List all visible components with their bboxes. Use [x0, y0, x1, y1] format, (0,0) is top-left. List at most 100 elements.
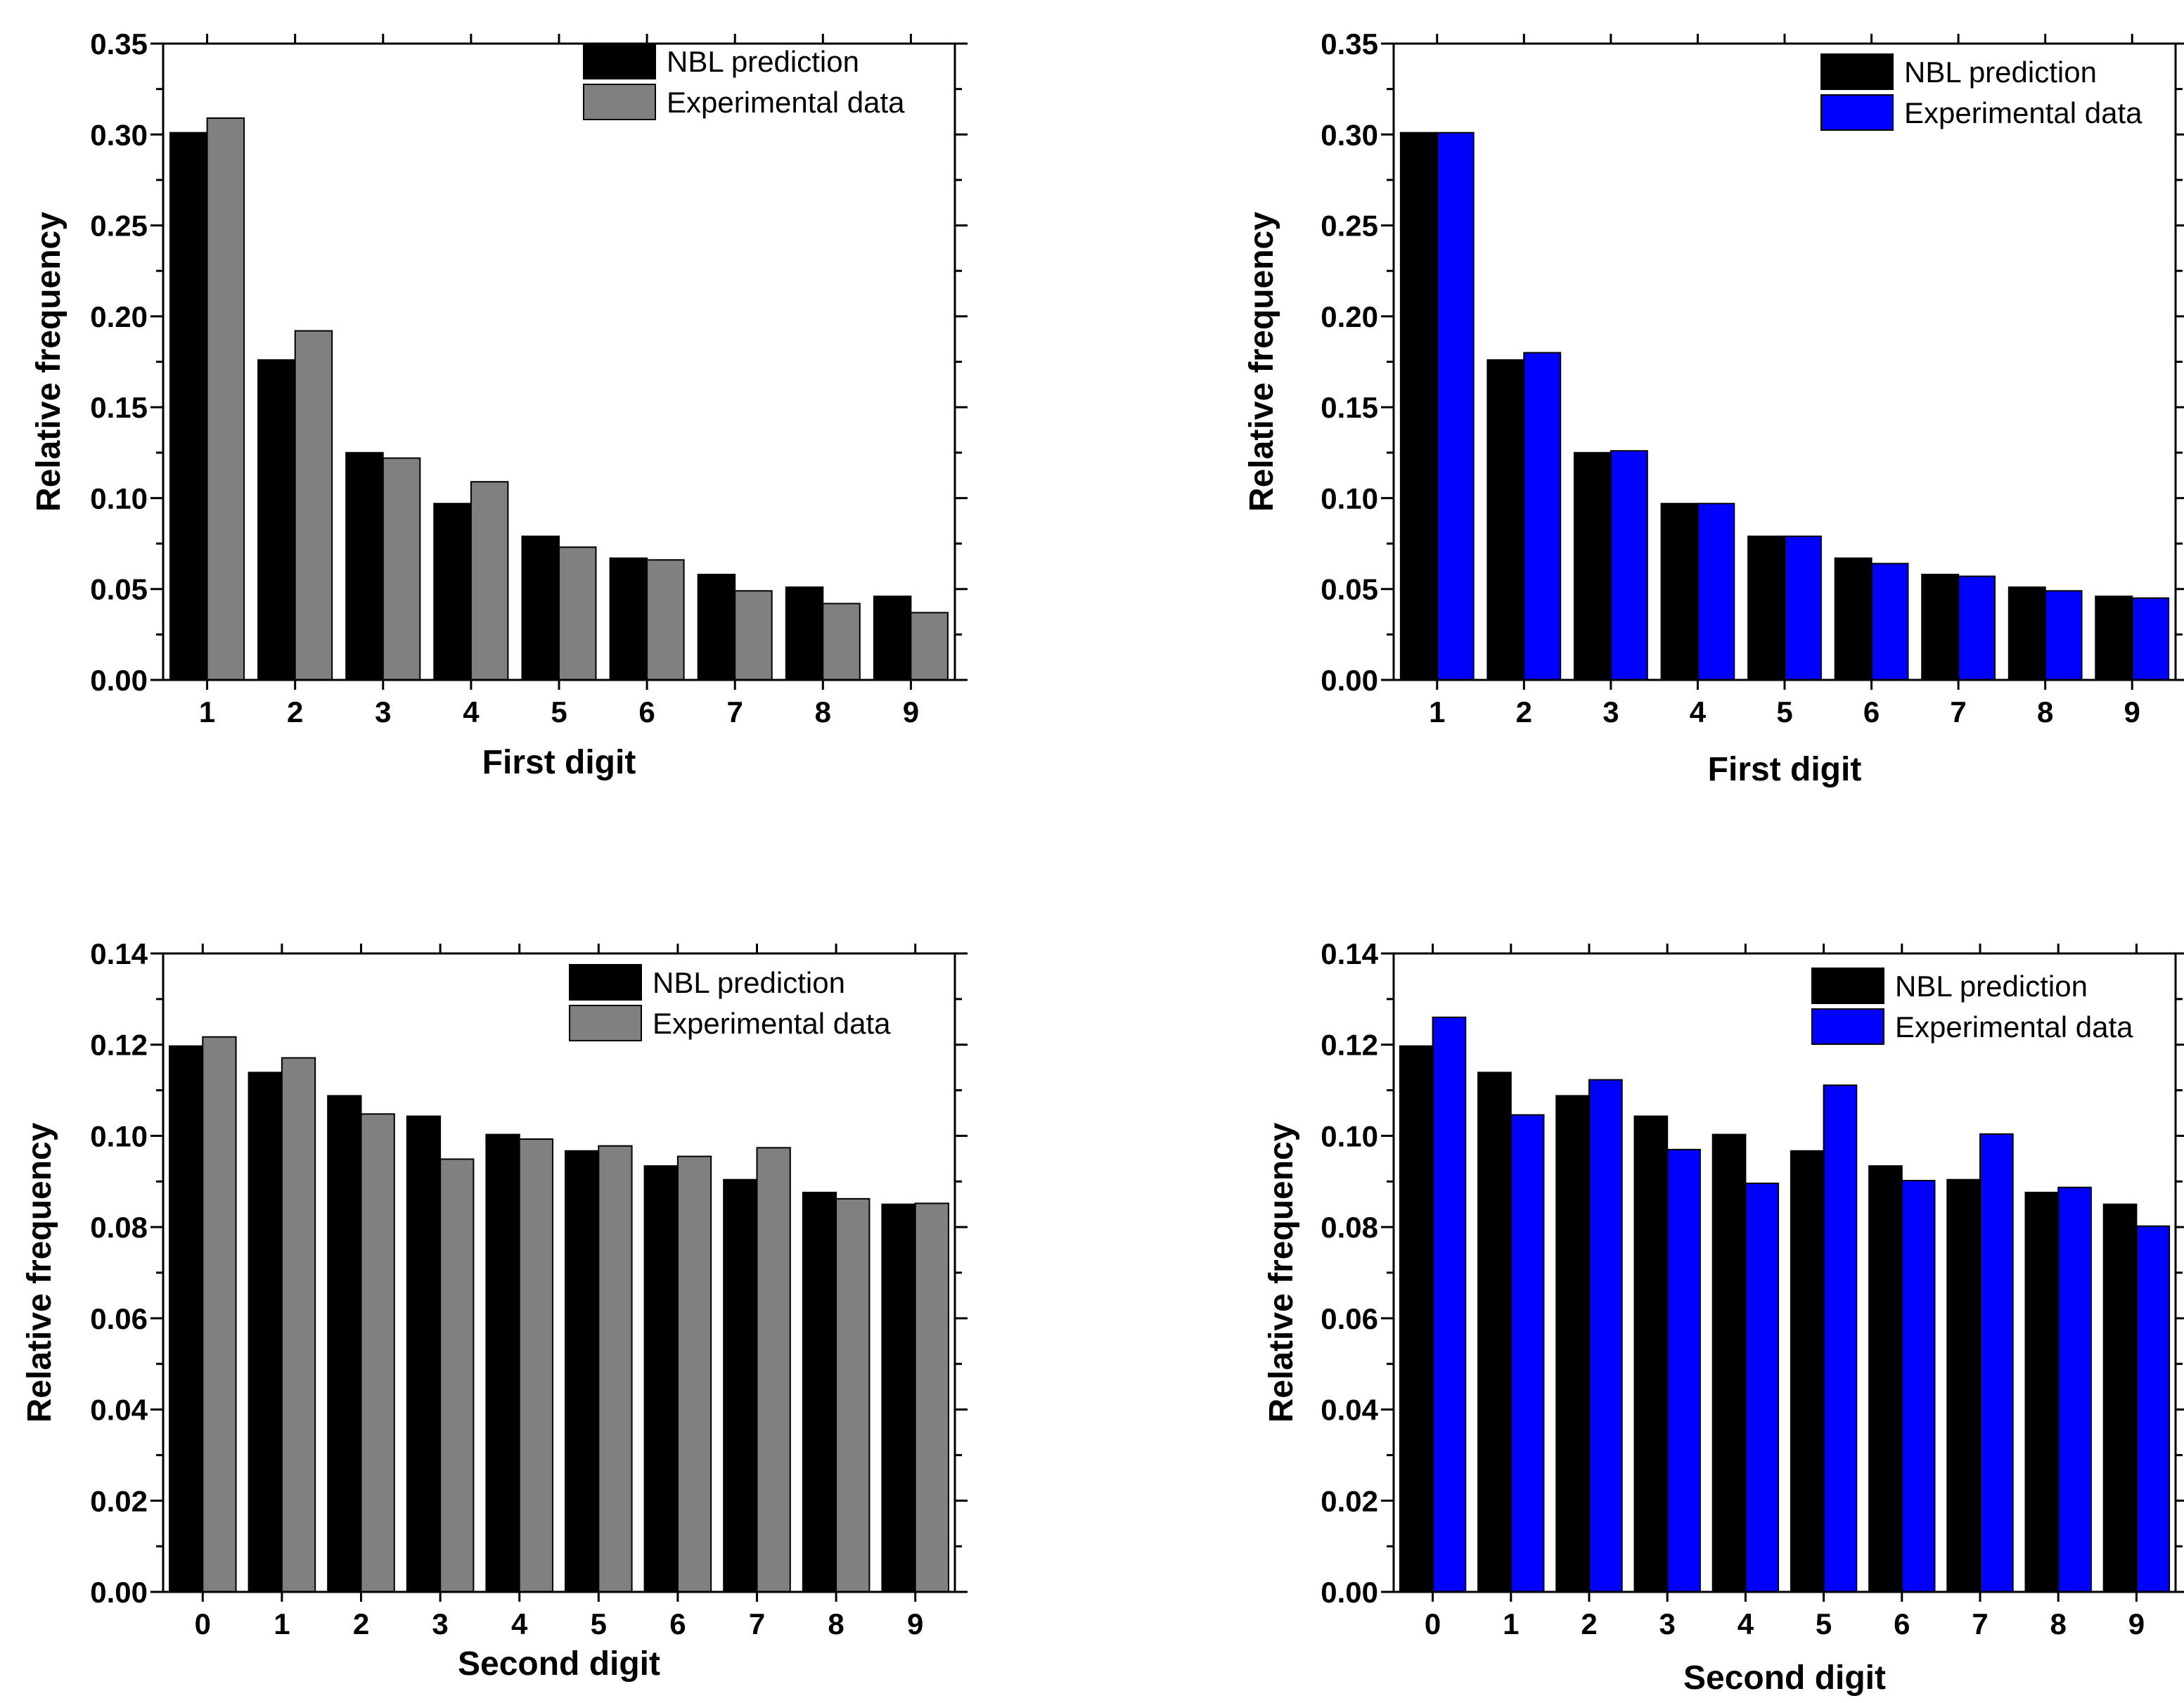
- bar-experimental-7: [756, 1147, 791, 1593]
- bar-experimental-1: [1510, 1114, 1545, 1593]
- y-tick-label: 0.06: [90, 1302, 148, 1335]
- x-tick-label: 2: [353, 1607, 369, 1640]
- legend-label-experimental: Experimental data: [653, 1007, 891, 1040]
- x-tick-label: 7: [727, 695, 743, 728]
- bar-nbl-3: [1574, 451, 1612, 681]
- y-tick-label: 0.00: [90, 1576, 148, 1609]
- y-tick-label: 0.12: [1321, 1029, 1378, 1062]
- bar-nbl-8: [2024, 1191, 2060, 1593]
- bar-nbl-3: [1633, 1115, 1669, 1593]
- bar-experimental-1: [281, 1057, 316, 1593]
- bar-nbl-3: [406, 1115, 442, 1593]
- x-tick-label: 1: [1503, 1607, 1519, 1640]
- bar-nbl-6: [1868, 1165, 1903, 1593]
- bar-experimental-4: [1745, 1182, 1780, 1593]
- x-tick-label: 5: [1776, 695, 1792, 728]
- x-tick-label: 1: [199, 695, 215, 728]
- legend-swatch-nbl: [583, 43, 656, 79]
- y-tick-label: 0.00: [1321, 1576, 1378, 1609]
- legend-swatch-nbl: [1811, 968, 1884, 1004]
- x-axis-label: Second digit: [1683, 1659, 1886, 1697]
- y-tick-label: 0.14: [1321, 937, 1378, 970]
- x-tick-label: 6: [1894, 1607, 1910, 1640]
- bar-experimental-8: [2044, 590, 2083, 681]
- y-tick-label: 0.10: [90, 1119, 148, 1152]
- legend-label-experimental: Experimental data: [1904, 96, 2143, 129]
- y-tick-label: 0.25: [1321, 210, 1378, 243]
- bar-nbl-9: [873, 596, 912, 681]
- y-tick-label: 0.20: [90, 300, 148, 333]
- x-tick-label: 6: [669, 1607, 686, 1640]
- y-tick-label: 0.02: [1321, 1484, 1378, 1517]
- bar-nbl-1: [1399, 131, 1438, 681]
- bar-experimental-7: [1979, 1133, 2014, 1593]
- bar-experimental-4: [1697, 503, 1735, 681]
- y-tick-label: 0.14: [90, 937, 148, 970]
- legend-label-experimental: Experimental data: [1895, 1010, 2133, 1043]
- legend-swatch-experimental: [1820, 94, 1894, 131]
- plot-frame: [162, 952, 956, 1593]
- bar-nbl-5: [1790, 1150, 1825, 1593]
- bar-experimental-3: [1610, 450, 1648, 681]
- legend-label-nbl: NBL prediction: [667, 45, 859, 78]
- y-tick-label: 0.35: [1321, 27, 1378, 60]
- x-tick-label: 7: [1972, 1607, 1988, 1640]
- bar-nbl-4: [433, 503, 472, 681]
- x-axis-label: First digit: [482, 744, 636, 781]
- bar-experimental-8: [2057, 1186, 2092, 1593]
- bar-nbl-2: [1486, 359, 1525, 681]
- x-tick-label: 2: [287, 695, 303, 728]
- x-tick-label: 8: [815, 695, 831, 728]
- bar-nbl-0: [169, 1045, 204, 1593]
- bar-nbl-9: [2102, 1203, 2138, 1593]
- x-tick-label: 5: [591, 1607, 607, 1640]
- bar-experimental-4: [518, 1138, 554, 1593]
- chart-first-digit-gray: 1 2 3 4 5 6 7 8 9 0.00 0.05 0.10 0.15 0.20 0.25 0.30 0.3…: [30, 27, 968, 781]
- bar-nbl-4: [1711, 1133, 1747, 1593]
- bar-experimental-9: [2135, 1225, 2171, 1593]
- bar-nbl-8: [785, 586, 824, 681]
- legend: NBL prediction Experimental data: [569, 964, 891, 1041]
- x-tick-label: 8: [828, 1607, 844, 1640]
- bar-nbl-6: [609, 557, 648, 681]
- legend: NBL prediction Experimental data: [1820, 53, 2143, 131]
- y-tick-label: 0.15: [90, 391, 148, 424]
- x-tick-label: 9: [907, 1607, 923, 1640]
- bar-experimental-8: [822, 603, 861, 681]
- x-tick-label: 1: [1429, 695, 1445, 728]
- bar-nbl-5: [1747, 535, 1786, 681]
- bar-experimental-9: [2131, 597, 2170, 681]
- x-tick-label: 7: [1950, 695, 1966, 728]
- bar-nbl-6: [1834, 557, 1873, 681]
- y-tick-label: 0.08: [90, 1211, 148, 1244]
- bar-experimental-3: [382, 457, 421, 681]
- x-tick-label: 6: [638, 695, 655, 728]
- bar-nbl-8: [2008, 586, 2046, 681]
- x-tick-label: 8: [2037, 695, 2053, 728]
- x-tick-label: 6: [1863, 695, 1880, 728]
- y-tick-label: 0.15: [1321, 391, 1378, 424]
- bar-nbl-7: [1946, 1178, 1981, 1593]
- x-tick-label: 8: [2050, 1607, 2067, 1640]
- bar-nbl-7: [1921, 574, 1960, 681]
- bar-experimental-2: [360, 1113, 395, 1593]
- y-axis-label: Relative frequency: [30, 212, 68, 512]
- bar-nbl-2: [327, 1095, 362, 1593]
- bar-experimental-3: [439, 1158, 475, 1593]
- legend-label-nbl: NBL prediction: [1895, 970, 2088, 1003]
- y-tick-label: 0.02: [90, 1484, 148, 1517]
- x-tick-label: 9: [2128, 1607, 2145, 1640]
- legend: NBL prediction Experimental data: [583, 43, 905, 120]
- bar-experimental-1: [206, 117, 245, 681]
- bar-nbl-5: [521, 535, 560, 681]
- bar-experimental-6: [1901, 1180, 1936, 1593]
- bar-nbl-3: [345, 451, 384, 681]
- y-axis-label: Relative frequency: [1243, 212, 1280, 512]
- bar-experimental-2: [294, 330, 333, 681]
- legend-label-experimental: Experimental data: [667, 86, 905, 119]
- bar-nbl-5: [565, 1150, 600, 1593]
- x-tick-label: 3: [1659, 1607, 1676, 1640]
- chart-second-digit-blue: 0 1 2 3 4 5 6 7 8 9 0.00 0.02 0.04 0.06 0.08 0.10 0.12 0.…: [1263, 937, 2184, 1697]
- bar-experimental-5: [558, 546, 597, 681]
- bar-nbl-4: [1660, 503, 1699, 681]
